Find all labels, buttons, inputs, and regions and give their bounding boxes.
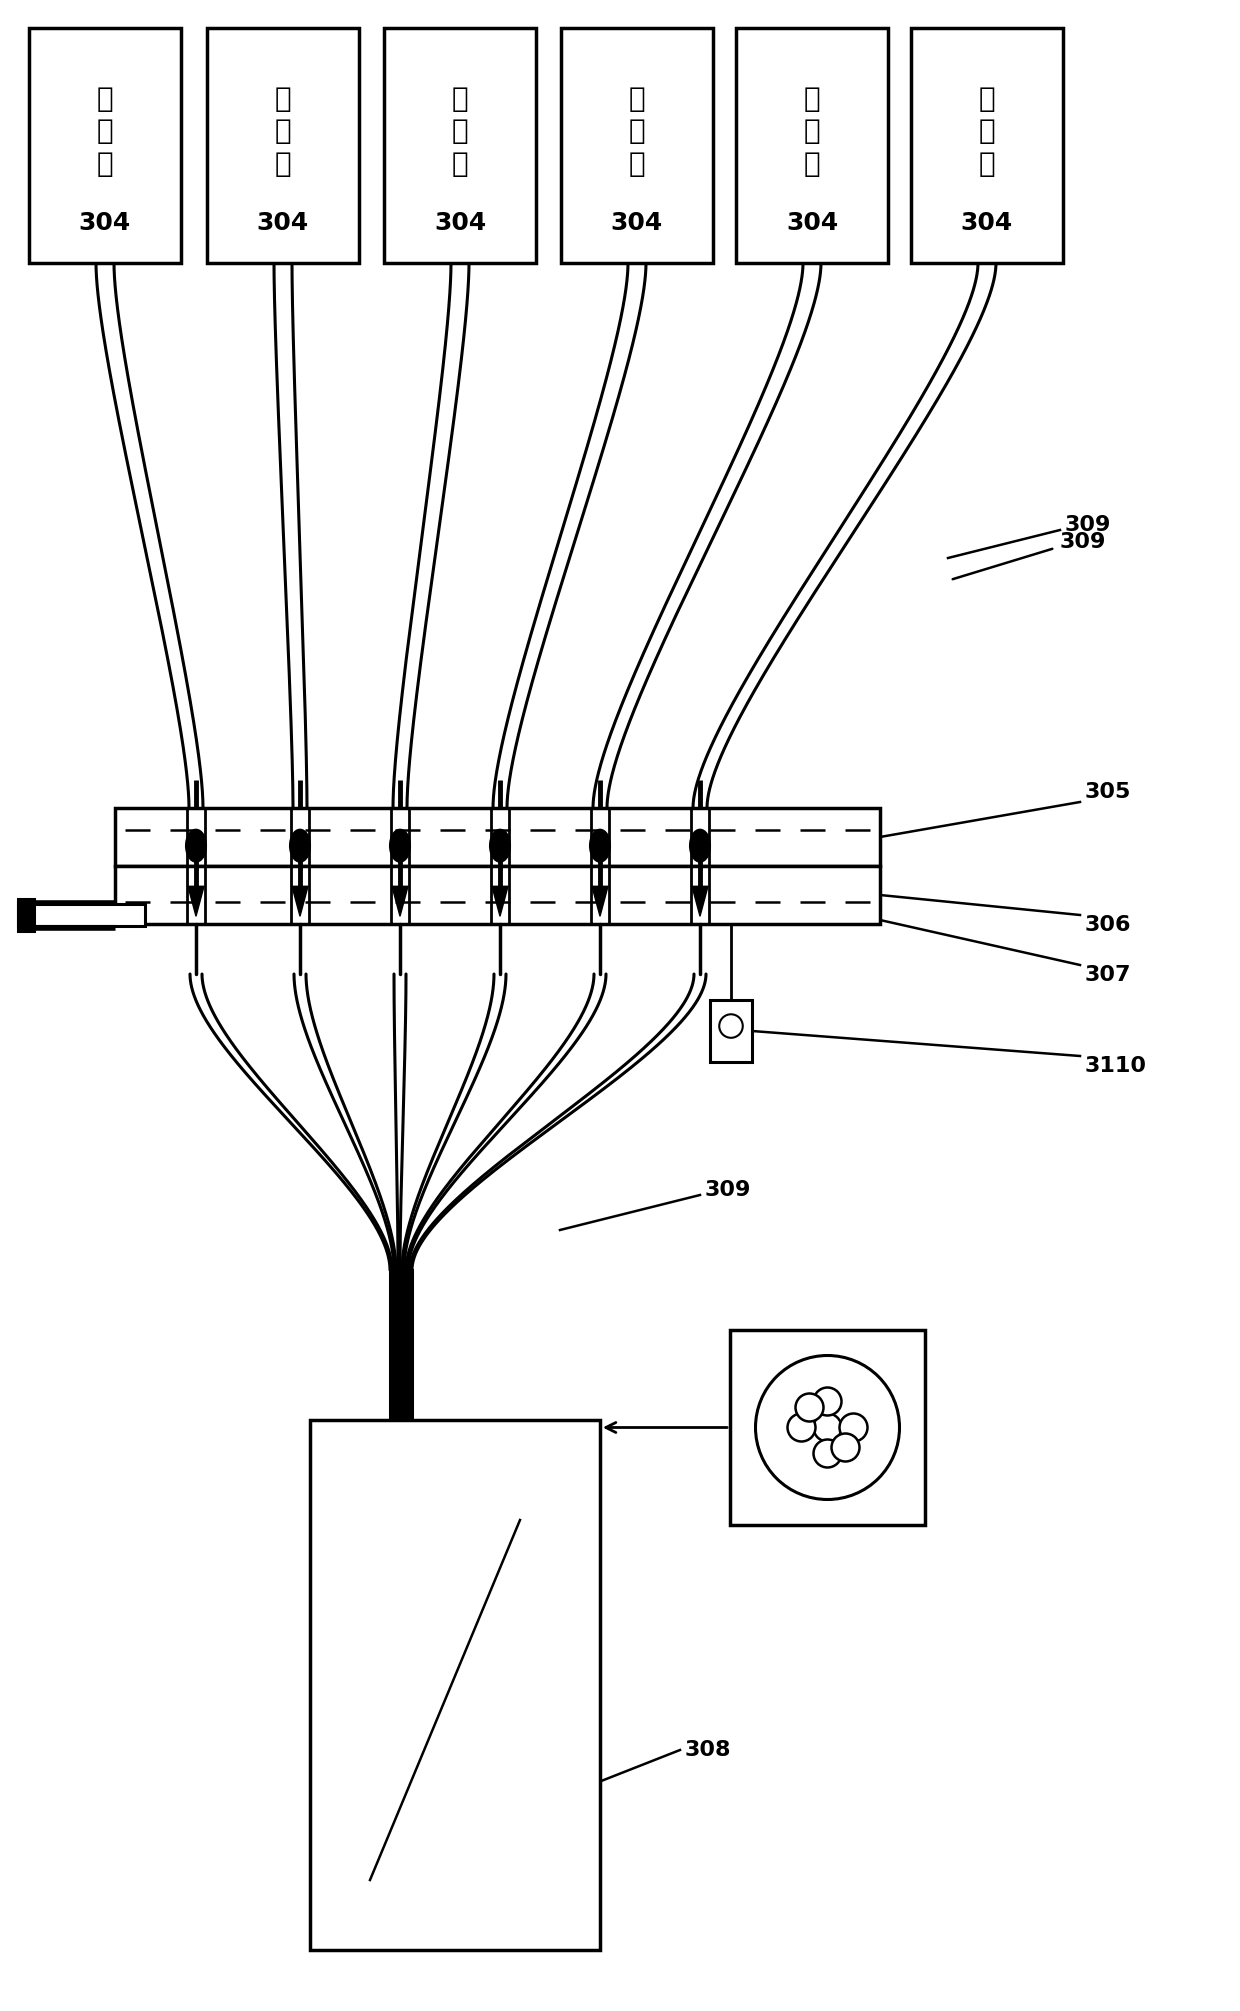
Circle shape (813, 1414, 842, 1442)
Bar (115, 867, 880, 923)
Text: 304: 304 (79, 211, 131, 235)
Bar (560, 28, 713, 263)
Text: 305: 305 (1085, 782, 1131, 802)
Ellipse shape (186, 831, 206, 861)
Text: 304: 304 (961, 211, 1013, 235)
Text: 309: 309 (1065, 515, 1111, 535)
Text: 激
光
器: 激 光 器 (629, 84, 645, 177)
Bar (19, 905, 145, 925)
Bar (737, 28, 888, 263)
Polygon shape (692, 887, 708, 917)
Bar (730, 1329, 925, 1524)
Bar (207, 28, 360, 263)
Text: 308: 308 (684, 1740, 732, 1760)
Bar (911, 28, 1063, 263)
Text: 激
光
器: 激 光 器 (978, 84, 996, 177)
Text: 304: 304 (786, 211, 838, 235)
Polygon shape (392, 887, 408, 917)
Ellipse shape (391, 831, 410, 861)
Text: 309: 309 (706, 1180, 751, 1201)
Ellipse shape (689, 831, 711, 861)
Ellipse shape (590, 831, 610, 861)
Bar (384, 28, 536, 263)
Text: 304: 304 (611, 211, 663, 235)
Polygon shape (492, 887, 508, 917)
Polygon shape (291, 887, 308, 917)
Bar (711, 999, 751, 1062)
Circle shape (832, 1434, 859, 1462)
Text: 306: 306 (1085, 915, 1131, 935)
Bar (29, 28, 181, 263)
Text: 激
光
器: 激 光 器 (275, 84, 291, 177)
Text: 激
光
器: 激 光 器 (97, 84, 113, 177)
Ellipse shape (490, 831, 510, 861)
Text: 3110: 3110 (1085, 1056, 1147, 1076)
Bar (115, 808, 880, 867)
Text: 304: 304 (257, 211, 309, 235)
Circle shape (719, 1014, 743, 1038)
Text: 307: 307 (1085, 965, 1131, 985)
Circle shape (796, 1394, 823, 1422)
Circle shape (813, 1388, 842, 1416)
Bar (310, 1420, 600, 1951)
Circle shape (787, 1414, 816, 1442)
Bar (19, 899, 33, 931)
Text: 304: 304 (434, 211, 486, 235)
Ellipse shape (290, 831, 310, 861)
Text: 激
光
器: 激 光 器 (451, 84, 469, 177)
Circle shape (813, 1440, 842, 1468)
Text: 309: 309 (1060, 533, 1106, 551)
Text: 激
光
器: 激 光 器 (804, 84, 821, 177)
Polygon shape (591, 887, 608, 917)
Circle shape (839, 1414, 868, 1442)
Polygon shape (188, 887, 205, 917)
Circle shape (755, 1355, 899, 1500)
